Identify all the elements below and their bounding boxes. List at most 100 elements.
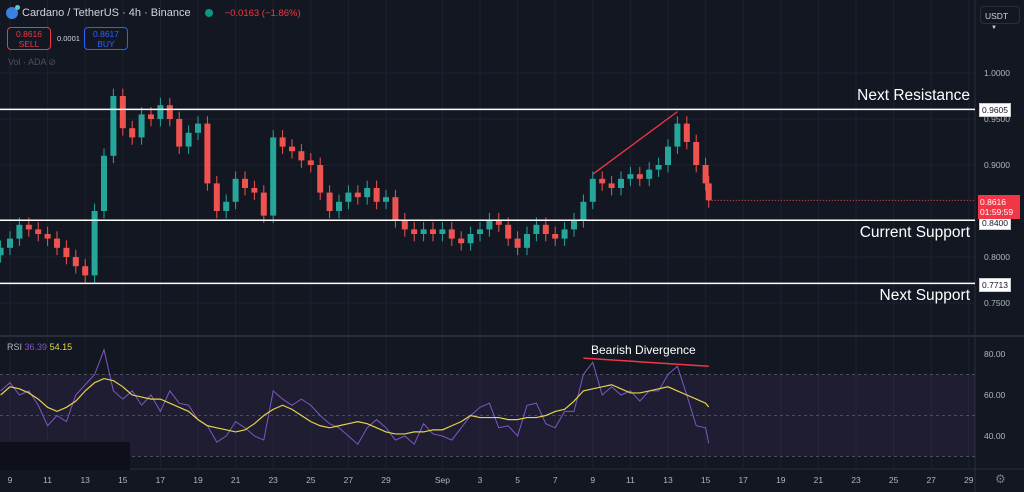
price-tick-label: 0.7500 [984, 298, 1010, 308]
rsi-tick-label: 40.00 [984, 431, 1006, 441]
candle-body [448, 229, 455, 239]
spread: 0.0001 [57, 34, 80, 43]
candle-body [91, 211, 98, 276]
settings-gear-icon[interactable]: ⚙ [995, 472, 1006, 486]
candle-body [82, 266, 89, 276]
candle-body [618, 178, 624, 188]
time-tick-label: 23 [851, 475, 861, 485]
time-tick-label: 17 [156, 475, 166, 485]
candle-body [279, 137, 286, 147]
candle-body [702, 165, 709, 184]
time-tick-label: 13 [80, 475, 90, 485]
candle-body [63, 247, 70, 257]
level-label-current-support: Current Support [859, 224, 970, 241]
candle-body [0, 247, 4, 256]
price-tick-label: 0.8000 [984, 252, 1010, 262]
candle-body [683, 123, 690, 142]
time-tick-label: 11 [626, 475, 635, 485]
time-tick-label: 29 [964, 475, 974, 485]
volume-indicator[interactable]: Vol · ADA ⊘ [8, 57, 56, 68]
candle-body [35, 229, 42, 234]
candle-body [477, 229, 483, 234]
candle-body [185, 132, 192, 147]
symbol-header: Cardano / TetherUS · 4h · Binance −0.016… [6, 5, 301, 19]
time-tick-label: 3 [478, 475, 483, 485]
candle-body [242, 178, 248, 188]
candle-body [110, 96, 117, 156]
candle-body [430, 229, 436, 234]
candle-body [270, 137, 277, 216]
symbol-title[interactable]: Cardano / TetherUS · 4h · Binance [22, 7, 191, 19]
candle-body [571, 220, 577, 230]
candle-body [119, 96, 126, 129]
divergence-line [583, 357, 709, 368]
candle-body [533, 224, 540, 234]
candle-body [439, 229, 446, 234]
time-tick-label: Sep [435, 475, 450, 485]
candle-body [705, 183, 712, 201]
buy-button[interactable]: 0.8617 BUY [84, 27, 128, 50]
time-tick-label: 19 [776, 475, 786, 485]
time-tick-label: 9 [8, 475, 13, 485]
sell-button[interactable]: 0.8616 SELL [7, 27, 51, 50]
trendline [592, 111, 678, 175]
candle-body [589, 178, 596, 202]
candle-countdown: 01:59:59 [980, 207, 1014, 217]
time-tick-label: 27 [344, 475, 354, 485]
buy-price: 0.8617 [93, 28, 119, 39]
candle-body [458, 238, 465, 244]
candle-body [101, 155, 107, 211]
rsi-tick-label: 80.00 [984, 349, 1006, 359]
candle-body [260, 192, 267, 216]
candle-body [665, 146, 671, 165]
candle-body [44, 234, 51, 239]
candle-body [542, 224, 549, 234]
candle-body [505, 224, 512, 239]
candle-body [289, 146, 295, 152]
candle-body [627, 174, 634, 179]
chevron-down-icon: ▼ [991, 25, 997, 31]
candle-body [552, 234, 559, 239]
time-tick-label: 11 [43, 475, 52, 485]
candle-body [514, 238, 521, 248]
candle-body [157, 105, 164, 119]
last-price-tag: 0.8616 01:59:59 [978, 195, 1020, 219]
currency-select[interactable]: USDT ▼ [980, 6, 1020, 31]
last-price: 0.8616 [980, 197, 1006, 207]
candle-body [336, 201, 342, 211]
candle-body [72, 257, 79, 267]
bearish-divergence-label: Bearish Divergence [591, 343, 696, 357]
rsi-value: 36.39 [24, 342, 48, 352]
rsi-legend[interactable]: RSI 36.39 54.15 [7, 342, 72, 352]
candle-body [364, 188, 371, 198]
candle-body [204, 123, 211, 184]
level-label-next-support: Next Support [879, 287, 970, 304]
candle-body [223, 201, 230, 211]
candle-body [383, 197, 389, 202]
candle-body [176, 119, 183, 147]
candle-body [16, 224, 23, 239]
candle-body [580, 201, 587, 221]
candle-body [148, 114, 154, 119]
candle-body [646, 169, 653, 179]
candle-body [693, 142, 700, 165]
time-tick-label: 19 [193, 475, 203, 485]
time-tick-label: 21 [814, 475, 824, 485]
level-tag-next-support: 0.7713 [979, 278, 1011, 292]
candle-body [486, 220, 493, 230]
candle-body [599, 178, 606, 184]
price-tick-label: 0.9000 [984, 160, 1010, 170]
candle-body [317, 165, 324, 193]
candle-body [7, 238, 13, 248]
candle-body [54, 238, 60, 248]
candle-body [524, 234, 530, 248]
eye-hidden-icon[interactable]: ⊘ [48, 57, 57, 67]
candle-body [411, 229, 418, 234]
time-tick-label: 27 [926, 475, 936, 485]
time-tick-label: 25 [306, 475, 316, 485]
candle-body [420, 229, 427, 234]
sell-price: 0.8616 [16, 28, 42, 39]
candle-body [608, 183, 615, 188]
rsi-ma-value: 54.15 [49, 342, 73, 352]
